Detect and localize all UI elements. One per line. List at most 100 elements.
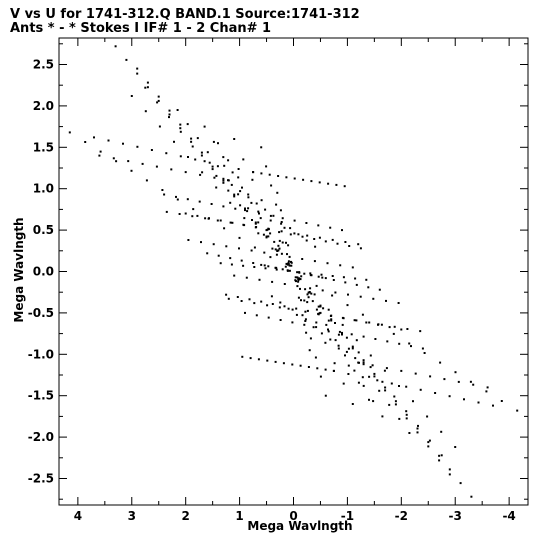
y-tick-label: -1.0	[28, 347, 54, 361]
uv-point	[351, 266, 354, 269]
uv-point	[217, 254, 220, 257]
uv-point	[345, 350, 348, 353]
uv-point	[274, 248, 277, 251]
uv-point	[233, 195, 236, 198]
y-tick-label: 2.0	[33, 99, 54, 113]
uv-point	[327, 328, 329, 331]
uv-point	[327, 182, 330, 185]
uv-point	[204, 217, 207, 220]
uv-point	[176, 109, 179, 111]
uv-point	[306, 309, 309, 312]
uv-point	[216, 219, 219, 222]
uv-point	[344, 281, 347, 284]
uv-point	[307, 296, 310, 299]
uv-point	[393, 395, 396, 398]
uv-point	[327, 330, 330, 333]
uv-point	[369, 366, 372, 369]
uv-point	[398, 417, 401, 420]
uv-point	[355, 283, 358, 286]
uv-point	[419, 388, 422, 391]
uv-point	[384, 386, 387, 389]
uv-point	[439, 361, 442, 364]
uv-point	[294, 279, 297, 282]
uv-point	[146, 81, 149, 84]
uv-point	[225, 293, 228, 296]
uv-point	[350, 333, 353, 336]
uv-point	[203, 125, 206, 128]
uv-point	[324, 341, 327, 344]
uv-point	[179, 123, 182, 126]
uv-point	[398, 342, 401, 345]
uv-point	[223, 227, 226, 230]
uv-point	[255, 314, 258, 317]
x-tick-label: 0	[289, 509, 297, 523]
uv-point	[250, 201, 253, 204]
uv-point	[304, 310, 307, 313]
uv-point	[304, 318, 307, 321]
uv-point	[304, 288, 307, 291]
uv-point	[313, 260, 316, 263]
uv-point	[309, 287, 312, 290]
uv-point	[225, 245, 228, 248]
uv-point	[289, 227, 292, 230]
uv-point	[263, 251, 266, 254]
uv-point	[288, 255, 291, 258]
uv-point	[98, 154, 101, 157]
uv-point	[179, 130, 182, 133]
uv-point	[247, 196, 250, 199]
uv-point	[427, 445, 430, 448]
uv-point	[184, 212, 187, 215]
uv-point	[315, 284, 318, 287]
uv-point	[286, 253, 288, 256]
uv-point	[371, 364, 374, 367]
uv-point	[331, 275, 334, 277]
uv-point	[314, 356, 317, 359]
uv-point	[368, 398, 370, 401]
uv-point	[378, 288, 381, 291]
uv-point	[454, 446, 457, 448]
uv-point	[341, 323, 344, 326]
x-tick-label: -2	[395, 509, 408, 523]
uv-point	[267, 265, 270, 268]
uv-point	[337, 347, 340, 350]
uv-point	[353, 319, 356, 322]
uv-point	[282, 362, 285, 365]
uv-point	[278, 231, 281, 234]
uv-point	[192, 208, 195, 211]
uv-point	[313, 293, 316, 296]
y-tick-label: -2.5	[28, 472, 54, 486]
uv-point	[310, 274, 313, 277]
uv-point	[351, 347, 354, 350]
uv-point	[223, 164, 226, 167]
uv-point	[237, 168, 240, 170]
uv-point	[190, 140, 193, 143]
uv-point	[278, 306, 281, 309]
uv-point	[300, 275, 303, 278]
uv-point	[219, 262, 222, 265]
uv-point	[243, 224, 246, 227]
uv-point	[325, 323, 328, 326]
uv-point	[206, 252, 209, 255]
uv-point	[168, 116, 170, 119]
uv-point	[278, 247, 281, 250]
uv-point	[417, 424, 419, 427]
uv-point	[353, 369, 356, 372]
uv-point	[329, 226, 332, 229]
uv-point	[303, 299, 306, 302]
uv-point	[376, 379, 379, 382]
uv-point	[362, 335, 365, 338]
uv-point	[233, 138, 236, 140]
uv-point	[277, 249, 280, 252]
uv-point	[217, 142, 219, 145]
uv-point	[324, 368, 327, 371]
uv-point	[269, 219, 272, 222]
uv-point	[286, 269, 289, 272]
uv-point	[324, 277, 327, 280]
uv-point	[275, 253, 278, 256]
uv-point	[472, 383, 475, 386]
uv-point	[327, 319, 330, 322]
uv-point	[257, 210, 260, 213]
uv-point	[99, 150, 102, 153]
uv-point	[239, 190, 242, 193]
